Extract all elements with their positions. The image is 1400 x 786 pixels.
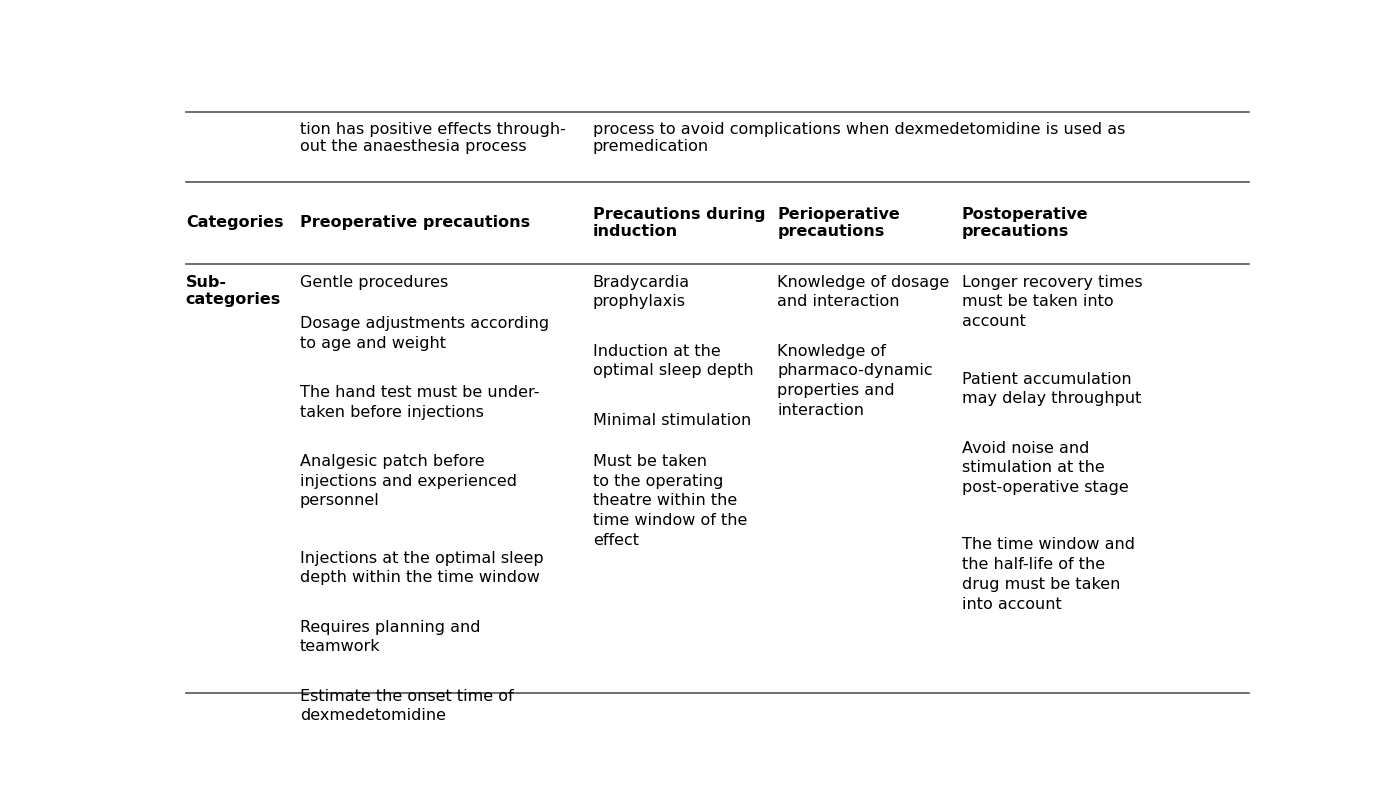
Text: Induction at the
optimal sleep depth: Induction at the optimal sleep depth: [592, 343, 753, 379]
Text: Gentle procedures: Gentle procedures: [300, 274, 448, 290]
Text: Preoperative precautions: Preoperative precautions: [300, 215, 529, 230]
Text: Injections at the optimal sleep
depth within the time window: Injections at the optimal sleep depth wi…: [300, 551, 543, 586]
Text: Bradycardia
prophylaxis: Bradycardia prophylaxis: [592, 274, 690, 310]
Text: Analgesic patch before
injections and experienced
personnel: Analgesic patch before injections and ex…: [300, 454, 517, 509]
Text: Must be taken
to the operating
theatre within the
time window of the
effect: Must be taken to the operating theatre w…: [592, 454, 748, 548]
Text: Categories: Categories: [186, 215, 283, 230]
Text: Estimate the onset time of
dexmedetomidine: Estimate the onset time of dexmedetomidi…: [300, 689, 514, 723]
Text: Knowledge of
pharmaco-dynamic
properties and
interaction: Knowledge of pharmaco-dynamic properties…: [777, 343, 932, 418]
Text: Knowledge of dosage
and interaction: Knowledge of dosage and interaction: [777, 274, 949, 310]
Text: tion has positive effects through-
out the anaesthesia process: tion has positive effects through- out t…: [300, 122, 566, 154]
Text: The time window and
the half-life of the
drug must be taken
into account: The time window and the half-life of the…: [962, 538, 1134, 612]
Text: Avoid noise and
stimulation at the
post-operative stage: Avoid noise and stimulation at the post-…: [962, 440, 1128, 495]
Text: Perioperative
precautions: Perioperative precautions: [777, 207, 900, 239]
Text: Sub-
categories: Sub- categories: [186, 274, 281, 307]
Text: Precautions during
induction: Precautions during induction: [592, 207, 766, 239]
Text: Patient accumulation
may delay throughput: Patient accumulation may delay throughpu…: [962, 372, 1141, 406]
Text: Longer recovery times
must be taken into
account: Longer recovery times must be taken into…: [962, 274, 1142, 329]
Text: Postoperative
precautions: Postoperative precautions: [962, 207, 1088, 239]
Text: Requires planning and
teamwork: Requires planning and teamwork: [300, 619, 480, 655]
Text: process to avoid complications when dexmedetomidine is used as
premedication: process to avoid complications when dexm…: [592, 122, 1126, 154]
Text: Dosage adjustments according
to age and weight: Dosage adjustments according to age and …: [300, 316, 549, 351]
Text: Minimal stimulation: Minimal stimulation: [592, 413, 750, 428]
Text: The hand test must be under-
taken before injections: The hand test must be under- taken befor…: [300, 385, 539, 420]
